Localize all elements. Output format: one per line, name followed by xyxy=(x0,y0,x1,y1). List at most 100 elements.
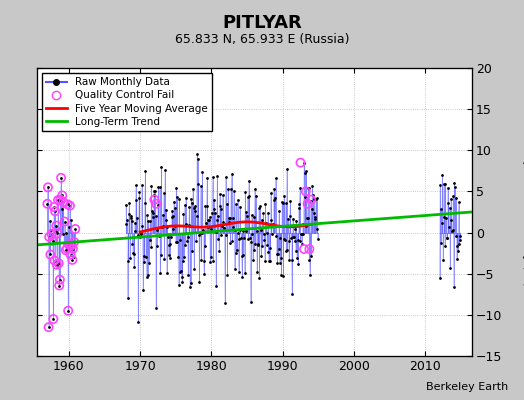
Point xyxy=(209,174,217,181)
Point xyxy=(195,278,204,285)
Point xyxy=(213,173,222,180)
Point xyxy=(49,316,58,322)
Point xyxy=(175,195,183,202)
Point xyxy=(216,203,224,209)
Point xyxy=(303,215,311,221)
Point xyxy=(228,238,236,244)
Point xyxy=(182,194,190,201)
Point xyxy=(294,205,303,212)
Point xyxy=(64,308,72,314)
Point xyxy=(278,198,286,205)
Text: PITLYAR: PITLYAR xyxy=(222,14,302,32)
Point xyxy=(127,215,135,222)
Point xyxy=(244,194,252,200)
Point xyxy=(59,199,68,205)
Point xyxy=(69,246,77,252)
Point xyxy=(63,201,72,208)
Point xyxy=(214,213,223,220)
Point xyxy=(139,252,148,259)
Point xyxy=(300,170,309,176)
Point xyxy=(266,258,275,264)
Point xyxy=(450,180,458,186)
Point xyxy=(219,219,227,226)
Point xyxy=(51,208,59,214)
Point xyxy=(132,197,140,203)
Point xyxy=(275,208,283,214)
Point xyxy=(149,188,158,194)
Point xyxy=(312,196,320,202)
Point xyxy=(299,221,307,227)
Point xyxy=(238,274,246,280)
Point xyxy=(191,203,200,209)
Point xyxy=(135,188,144,195)
Point xyxy=(158,224,166,230)
Point xyxy=(176,268,184,275)
Point xyxy=(167,234,175,240)
Point xyxy=(301,194,310,200)
Point xyxy=(435,275,444,281)
Point xyxy=(442,235,451,241)
Point xyxy=(44,184,52,190)
Point xyxy=(173,194,182,200)
Point xyxy=(68,242,76,248)
Text: Berkeley Earth: Berkeley Earth xyxy=(426,382,508,392)
Point xyxy=(137,230,146,236)
Point xyxy=(192,212,201,219)
Point xyxy=(143,273,151,280)
Point xyxy=(164,234,172,240)
Point xyxy=(54,197,62,203)
Point xyxy=(305,246,313,252)
Point xyxy=(282,248,290,254)
Point xyxy=(125,211,133,217)
Point xyxy=(253,269,261,275)
Point xyxy=(237,234,245,241)
Point xyxy=(212,283,220,289)
Point xyxy=(45,324,53,330)
Point xyxy=(192,238,200,244)
Point xyxy=(55,282,63,289)
Point xyxy=(136,231,145,237)
Point xyxy=(437,206,445,212)
Point xyxy=(289,234,298,240)
Point xyxy=(196,183,205,189)
Point xyxy=(446,265,454,272)
Point xyxy=(242,228,250,234)
Point xyxy=(194,181,202,187)
Point xyxy=(293,236,302,243)
Point xyxy=(201,243,209,250)
Point xyxy=(139,286,147,293)
Point xyxy=(250,247,258,254)
Point xyxy=(53,230,62,236)
Point xyxy=(294,260,302,267)
Text: 65.833 N, 65.933 E (Russia): 65.833 N, 65.933 E (Russia) xyxy=(174,33,350,46)
Point xyxy=(163,224,171,230)
Point xyxy=(143,212,151,218)
Point xyxy=(302,188,310,195)
Point xyxy=(154,202,162,209)
Point xyxy=(259,230,268,237)
Point xyxy=(173,238,181,245)
Point xyxy=(226,240,235,246)
Point xyxy=(281,200,290,206)
Point xyxy=(45,234,53,240)
Point xyxy=(146,218,155,224)
Point xyxy=(272,251,281,258)
Point xyxy=(70,239,78,245)
Point xyxy=(43,201,51,207)
Point xyxy=(178,279,187,286)
Point xyxy=(66,202,74,209)
Point xyxy=(307,253,315,259)
Point xyxy=(285,257,293,263)
Point xyxy=(60,218,69,225)
Y-axis label: Temperature Anomaly (°C): Temperature Anomaly (°C) xyxy=(521,138,524,286)
Point xyxy=(58,192,67,198)
Point xyxy=(134,232,142,238)
Point xyxy=(298,241,306,247)
Point xyxy=(184,222,193,228)
Point xyxy=(63,245,71,252)
Point xyxy=(298,230,307,237)
Point xyxy=(181,242,189,249)
Point xyxy=(242,209,250,215)
Point xyxy=(59,199,68,205)
Point xyxy=(276,260,284,266)
